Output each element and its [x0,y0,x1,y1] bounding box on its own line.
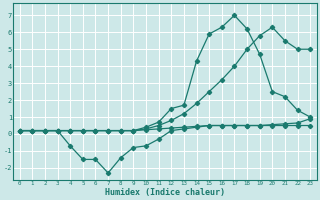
X-axis label: Humidex (Indice chaleur): Humidex (Indice chaleur) [105,188,225,197]
